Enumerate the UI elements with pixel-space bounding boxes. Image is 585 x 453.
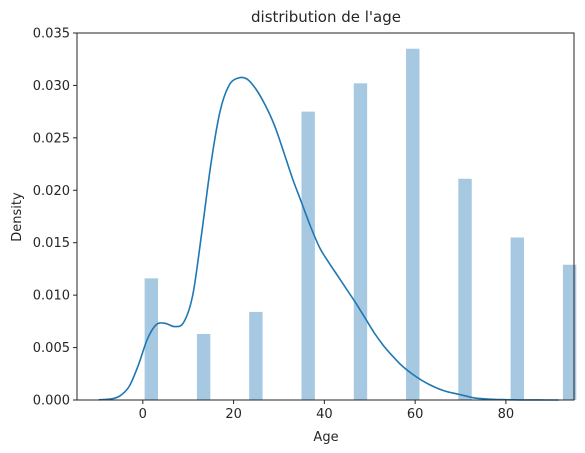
x-axis-label: Age — [313, 430, 338, 445]
y-tick-label-4: 0.020 — [33, 184, 70, 199]
chart-title: distribution de l'age — [251, 8, 401, 26]
x-axis: 0 20 40 60 80 — [139, 400, 515, 422]
bar-1 — [197, 334, 210, 400]
bar-4 — [354, 83, 367, 400]
bar-7 — [511, 237, 524, 400]
y-tick-label-6: 0.030 — [33, 79, 70, 94]
x-tick-label-4: 80 — [498, 407, 515, 422]
y-tick-label-7: 0.035 — [33, 27, 70, 42]
kde-curve-group — [99, 77, 559, 400]
kde-curve — [99, 77, 559, 400]
bar-2 — [249, 312, 262, 400]
y-axis-label: Density — [10, 192, 25, 242]
y-tick-label-3: 0.015 — [33, 236, 70, 251]
y-tick-label-1: 0.005 — [33, 341, 70, 356]
x-tick-label-2: 40 — [316, 407, 333, 422]
bar-6 — [458, 179, 471, 400]
y-tick-label-5: 0.025 — [33, 131, 70, 146]
x-tick-label-0: 0 — [139, 407, 147, 422]
y-tick-label-2: 0.010 — [33, 289, 70, 304]
x-tick-label-1: 20 — [225, 407, 242, 422]
bar-3 — [301, 112, 314, 400]
bar-5 — [406, 49, 419, 400]
y-tick-label-0: 0.000 — [33, 394, 70, 409]
x-tick-label-3: 60 — [407, 407, 424, 422]
histogram-bars — [145, 49, 585, 400]
y-axis: 0.000 0.005 0.010 0.015 0.020 0.025 0.030 0.035 — [33, 27, 77, 409]
